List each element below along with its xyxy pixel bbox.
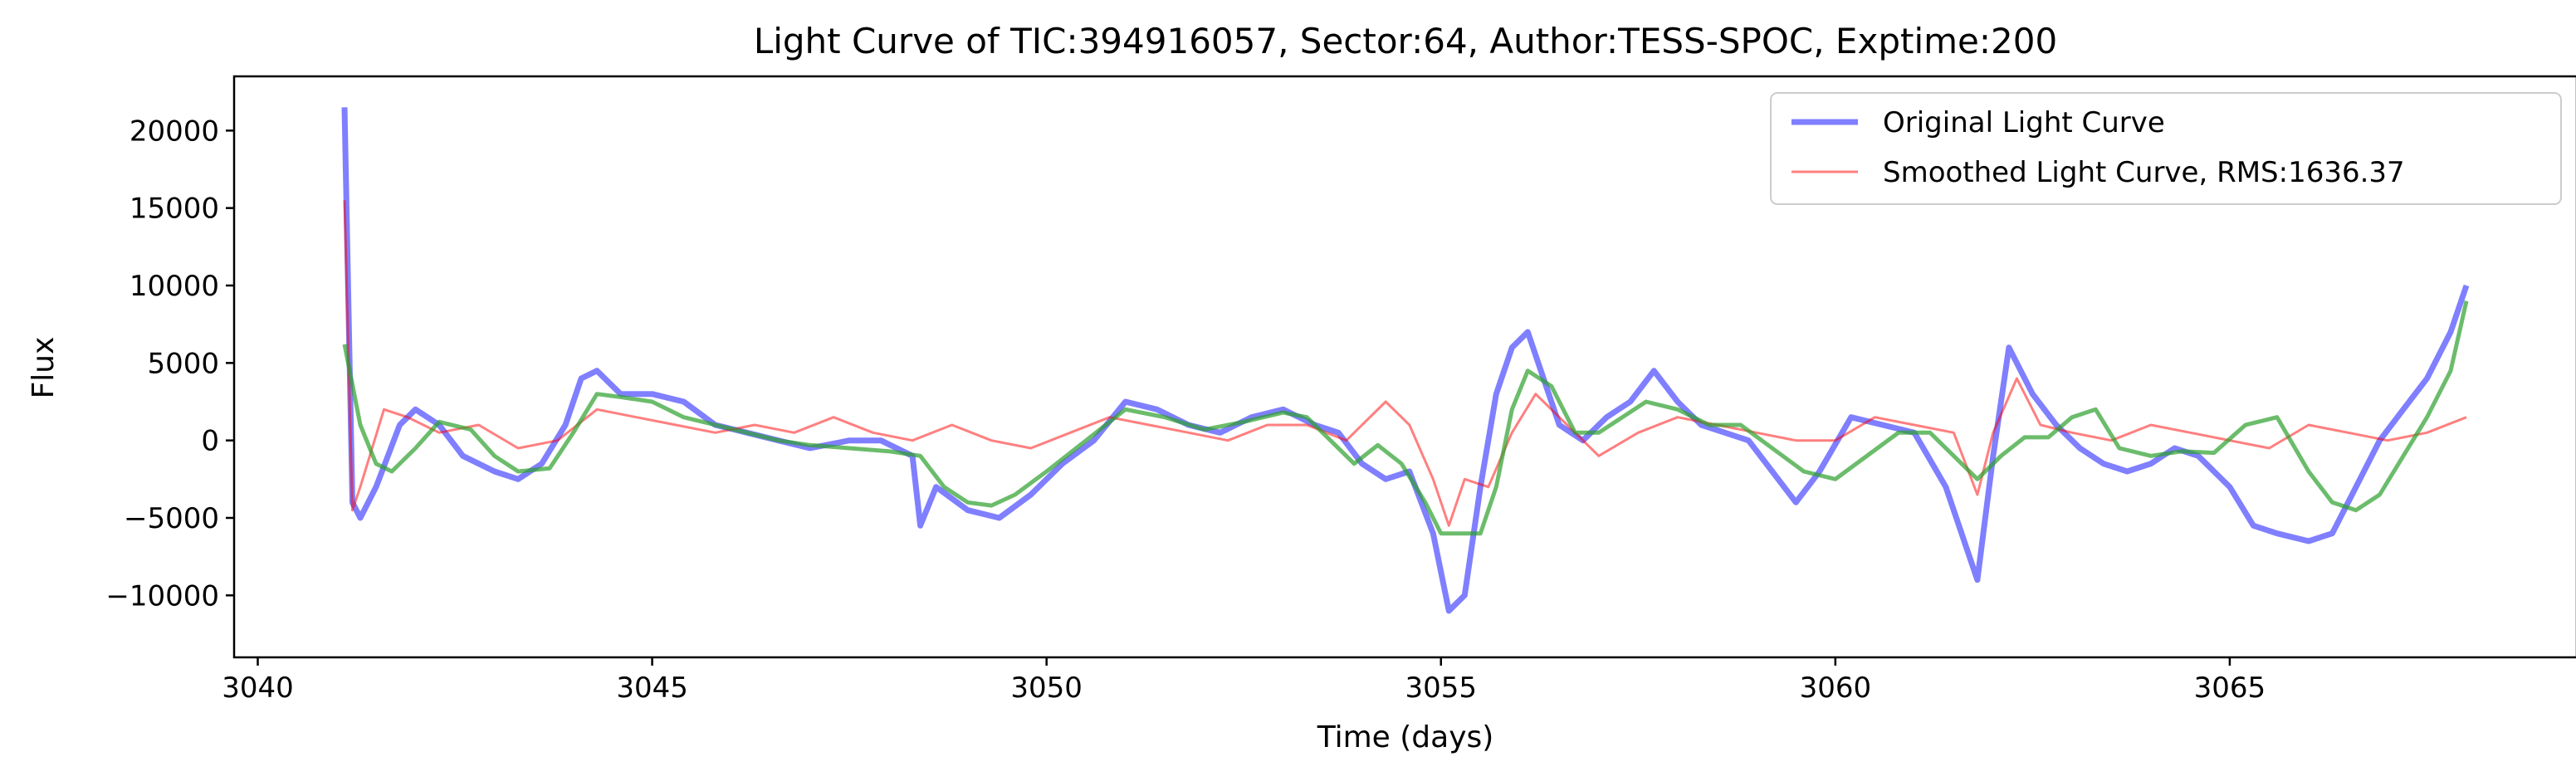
y-tick-label: 0: [201, 425, 219, 458]
plot-frame: [232, 75, 2576, 659]
x-tick-label: 3040: [222, 671, 294, 705]
y-tick-label: −5000: [124, 502, 219, 535]
plot-data-group: [341, 107, 2470, 614]
ticks-group: 3040 3045 3050 3055 3060 3065 −10000 −5000 0 5000…: [105, 115, 2266, 705]
y-tick-label: 15000: [130, 193, 219, 226]
x-tick-label: 3065: [2194, 671, 2266, 705]
x-tick-label: 3045: [616, 671, 688, 705]
chart-title: Light Curve of TIC:394916057, Sector:64,…: [754, 21, 2057, 61]
x-tick-label: 3050: [1010, 671, 1083, 705]
series-line-trend: [342, 300, 2469, 536]
y-tick-label: −10000: [105, 579, 219, 613]
x-axis-label: Time (days): [1317, 720, 1494, 754]
y-tick-label: 20000: [130, 115, 219, 148]
x-tick-label: 3060: [1800, 671, 1872, 705]
y-axis-label: Flux: [27, 337, 61, 399]
legend: Original Light Curve Smoothed Light Curv…: [1770, 92, 2562, 205]
series-line-original: [341, 107, 2470, 614]
legend-box: [1770, 92, 2562, 205]
y-tick-label: 5000: [147, 347, 219, 380]
series-line-smoothed: [343, 200, 2467, 527]
y-tick-label: 10000: [130, 270, 219, 303]
legend-label-original: Original Light Curve: [1883, 106, 2165, 139]
x-tick-label: 3055: [1405, 671, 1477, 705]
legend-label-smoothed: Smoothed Light Curve, RMS:1636.37: [1883, 156, 2405, 189]
